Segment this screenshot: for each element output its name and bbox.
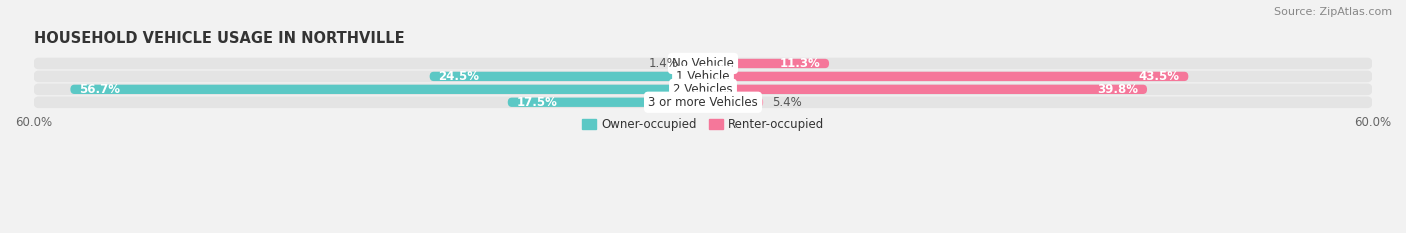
Text: 17.5%: 17.5% [516, 96, 558, 109]
Legend: Owner-occupied, Renter-occupied: Owner-occupied, Renter-occupied [578, 113, 828, 136]
FancyBboxPatch shape [703, 72, 1188, 81]
Text: 24.5%: 24.5% [439, 70, 479, 83]
FancyBboxPatch shape [703, 98, 763, 107]
Text: Source: ZipAtlas.com: Source: ZipAtlas.com [1274, 7, 1392, 17]
Text: 5.4%: 5.4% [772, 96, 801, 109]
FancyBboxPatch shape [70, 85, 703, 94]
Text: 1 Vehicle: 1 Vehicle [676, 70, 730, 83]
FancyBboxPatch shape [430, 72, 703, 81]
Text: 43.5%: 43.5% [1139, 70, 1180, 83]
Text: 2 Vehicles: 2 Vehicles [673, 83, 733, 96]
FancyBboxPatch shape [688, 59, 703, 68]
Text: 39.8%: 39.8% [1097, 83, 1137, 96]
Text: HOUSEHOLD VEHICLE USAGE IN NORTHVILLE: HOUSEHOLD VEHICLE USAGE IN NORTHVILLE [34, 31, 404, 46]
Text: 3 or more Vehicles: 3 or more Vehicles [648, 96, 758, 109]
Text: No Vehicle: No Vehicle [672, 57, 734, 70]
FancyBboxPatch shape [34, 71, 1372, 82]
FancyBboxPatch shape [703, 59, 830, 68]
FancyBboxPatch shape [703, 85, 1147, 94]
Text: 56.7%: 56.7% [79, 83, 121, 96]
Text: 11.3%: 11.3% [779, 57, 820, 70]
FancyBboxPatch shape [508, 98, 703, 107]
Text: 1.4%: 1.4% [648, 57, 679, 70]
FancyBboxPatch shape [34, 96, 1372, 108]
FancyBboxPatch shape [34, 58, 1372, 69]
FancyBboxPatch shape [34, 83, 1372, 95]
